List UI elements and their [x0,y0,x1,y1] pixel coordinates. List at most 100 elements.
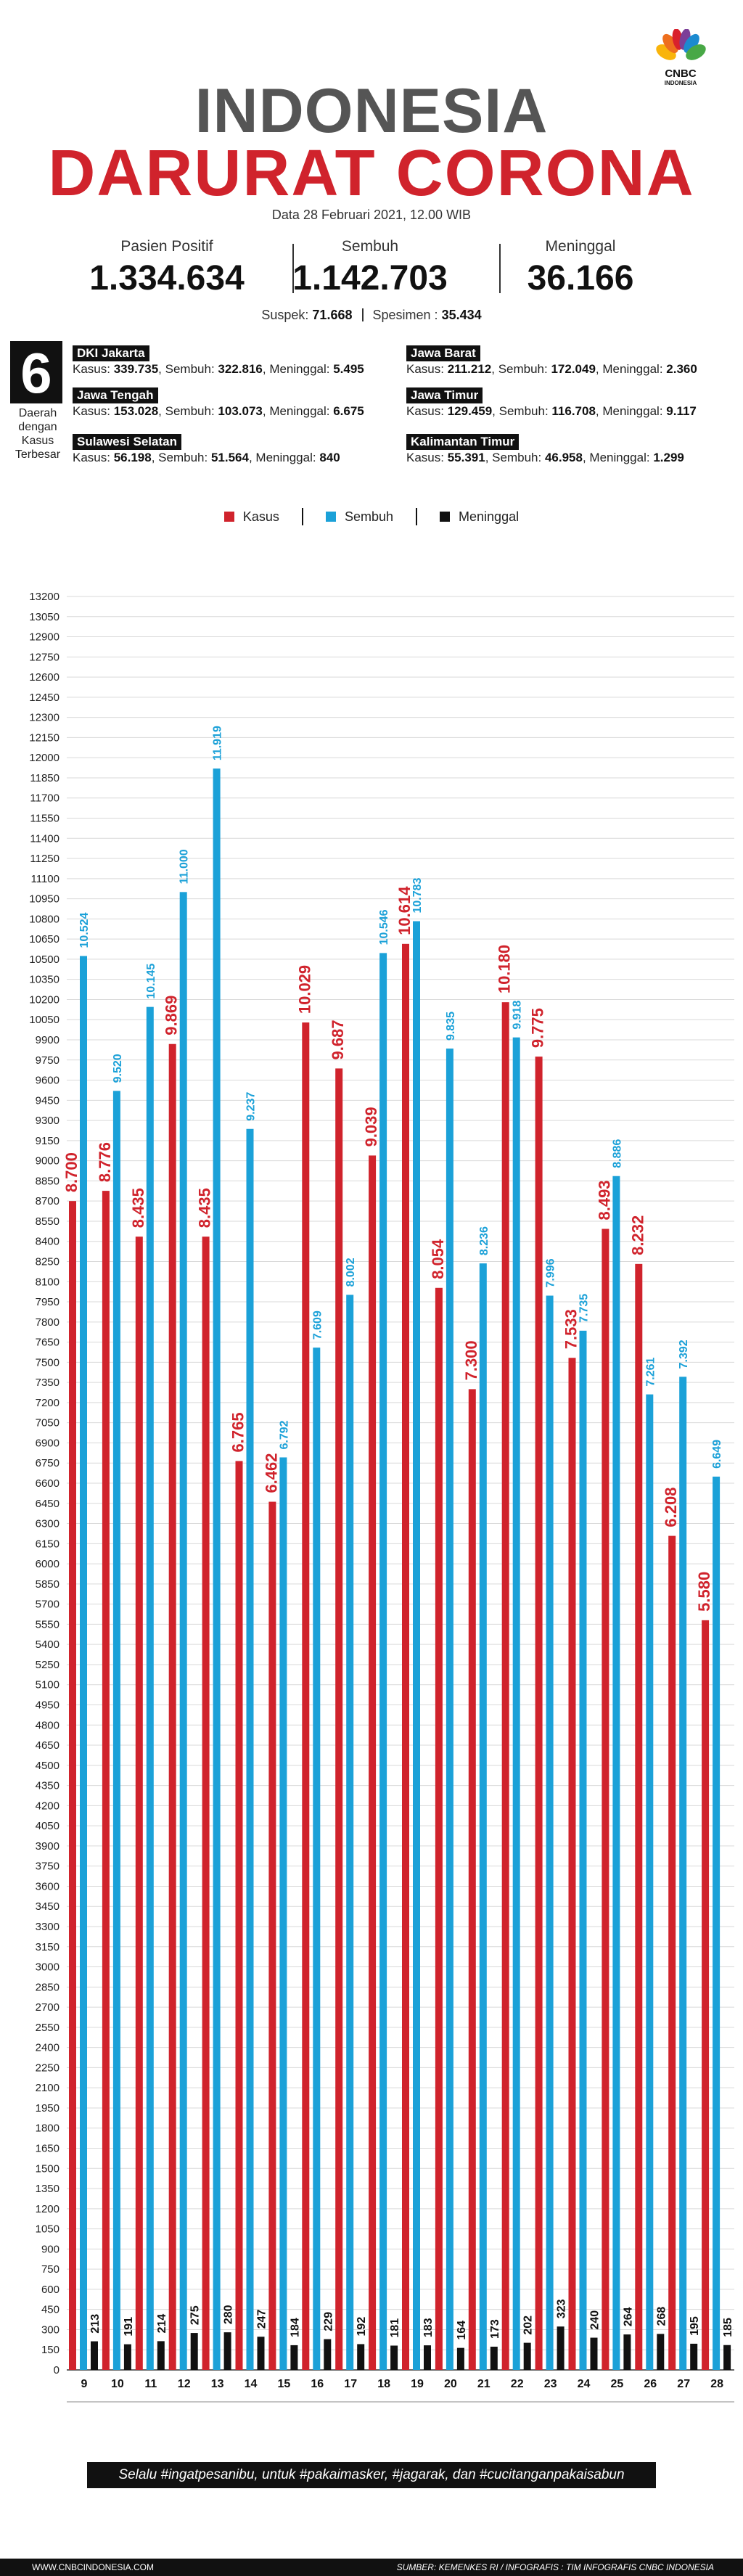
y-tick-label: 9750 [36,1054,59,1067]
data-label-kasus: 8.776 [96,1142,114,1182]
bar-kasus [535,1057,543,2370]
x-tick-label: 18 [377,2378,390,2390]
bar-kasus [335,1068,343,2370]
data-label-meninggal: 181 [389,2318,401,2338]
region-item: Jawa Timur Kasus: 129.459, Sembuh: 116.7… [406,387,697,418]
data-label-meninggal: 247 [256,2309,268,2329]
logo-subtext: INDONESIA [665,80,697,86]
y-tick-label: 6300 [36,1518,59,1530]
data-label-sembuh: 11.919 [212,726,224,760]
stat-recovered: Sembuh 1.142.703 [290,238,450,298]
y-tick-label: 11850 [30,772,59,784]
bar-sembuh [313,1348,321,2370]
bar-sembuh [446,1049,453,2370]
spesimen-value: 35.434 [441,308,482,322]
y-tick-label: 8250 [36,1256,59,1268]
y-tick-label: 1050 [36,2223,59,2236]
bar-kasus [568,1358,576,2370]
region-item: Jawa Barat Kasus: 211.212, Sembuh: 172.0… [406,345,697,376]
region-name: DKI Jakarta [73,345,149,361]
y-tick-label: 3450 [36,1900,59,1913]
data-label-kasus: 10.614 [395,886,414,935]
y-tick-label: 10800 [29,913,59,925]
y-tick-label: 8700 [36,1195,59,1207]
y-tick-label: 6150 [36,1538,59,1550]
data-label-sembuh: 10.783 [411,877,424,913]
y-tick-label: 4350 [36,1780,59,1792]
bar-sembuh [579,1330,587,2370]
y-tick-label: 750 [41,2263,59,2276]
x-axis-label: Februari [406,2408,452,2409]
y-tick-label: 4800 [36,1719,59,1731]
y-tick-label: 12900 [29,631,59,644]
y-tick-label: 9450 [36,1094,59,1107]
y-tick-label: 5400 [36,1638,59,1651]
stat-label: Meninggal [545,238,616,255]
y-tick-label: 9900 [36,1034,59,1046]
data-label-sembuh: 11.000 [178,849,191,884]
y-tick-label: 13200 [29,591,59,603]
y-tick-label: 2100 [36,2082,59,2094]
y-tick-label: 7800 [36,1316,59,1329]
y-tick-label: 10200 [29,993,59,1006]
bar-sembuh [112,1091,120,2370]
footer-message: Selalu #ingatpesanibu, untuk #pakaimaske… [87,2462,656,2488]
y-tick-label: 3900 [36,1840,59,1853]
region-name: Jawa Barat [406,345,480,361]
region-item: Sulawesi Selatan Kasus: 56.198, Sembuh: … [73,434,340,464]
y-tick-label: 450 [41,2304,59,2316]
data-label-kasus: 10.180 [496,945,514,993]
bar-kasus [168,1043,176,2370]
y-tick-label: 4200 [36,1800,59,1812]
bar-kasus [69,1201,76,2370]
data-date: Data 28 Februari 2021, 12.00 WIB [271,208,472,222]
y-tick-label: 8400 [36,1236,59,1248]
data-label-kasus: 9.869 [163,996,181,1035]
data-label-meninggal: 229 [322,2312,334,2331]
legend-swatch [440,511,451,522]
region-name: Jawa Timur [406,387,483,403]
data-label-meninggal: 191 [123,2317,135,2337]
region-caption: Daerah dengan Kasus Terbesar [15,407,61,461]
data-label-meninggal: 164 [456,2321,468,2340]
legend-swatch [325,511,336,522]
stat-value: 1.334.634 [89,259,245,298]
y-tick-label: 6000 [36,1558,59,1570]
x-tick-label: 17 [344,2378,357,2390]
bar-meninggal [456,2347,464,2370]
data-label-kasus: 10.029 [295,965,313,1014]
y-tick-label: 1650 [36,2143,59,2155]
data-label-meninggal: 240 [589,2310,602,2330]
source-credit: SUMBER: KEMENKES RI / INFOGRAFIS : TIM I… [396,2562,714,2572]
data-label-kasus: 9.039 [362,1107,380,1147]
data-label-kasus: 7.533 [562,1309,580,1349]
x-tick-label: 28 [710,2378,723,2390]
bar-meninggal [523,2342,531,2370]
y-tick-label: 12750 [29,651,59,663]
data-label-meninggal: 280 [223,2305,235,2324]
data-label-sembuh: 10.546 [378,909,390,945]
y-tick-label: 5700 [36,1599,59,1611]
bar-sembuh [546,1295,554,2370]
y-tick-label: 11400 [30,832,59,845]
chart-legend: Kasus Sembuh Meninggal [0,508,743,525]
y-tick-label: 7950 [36,1296,59,1308]
data-label-meninggal: 323 [556,2299,568,2318]
y-tick-label: 10350 [29,974,59,986]
y-tick-label: 7050 [36,1417,59,1429]
y-tick-label: 8550 [36,1215,59,1228]
bar-sembuh [612,1176,620,2370]
x-tick-label: 27 [677,2378,690,2390]
y-tick-label: 7650 [36,1337,59,1349]
bar-meninggal [657,2334,665,2370]
y-tick-label: 4950 [36,1699,59,1712]
bar-meninggal [324,2339,332,2370]
y-tick-label: 9300 [36,1115,59,1127]
data-label-sembuh: 7.609 [311,1310,324,1340]
data-label-meninggal: 214 [156,2314,168,2334]
bar-meninggal [290,2345,298,2370]
legend-item-meninggal: Meninggal [440,509,519,525]
bar-meninggal [590,2337,598,2370]
website-link[interactable]: WWW.CNBCINDONESIA.COM [32,2562,154,2572]
y-tick-label: 13050 [29,611,59,623]
